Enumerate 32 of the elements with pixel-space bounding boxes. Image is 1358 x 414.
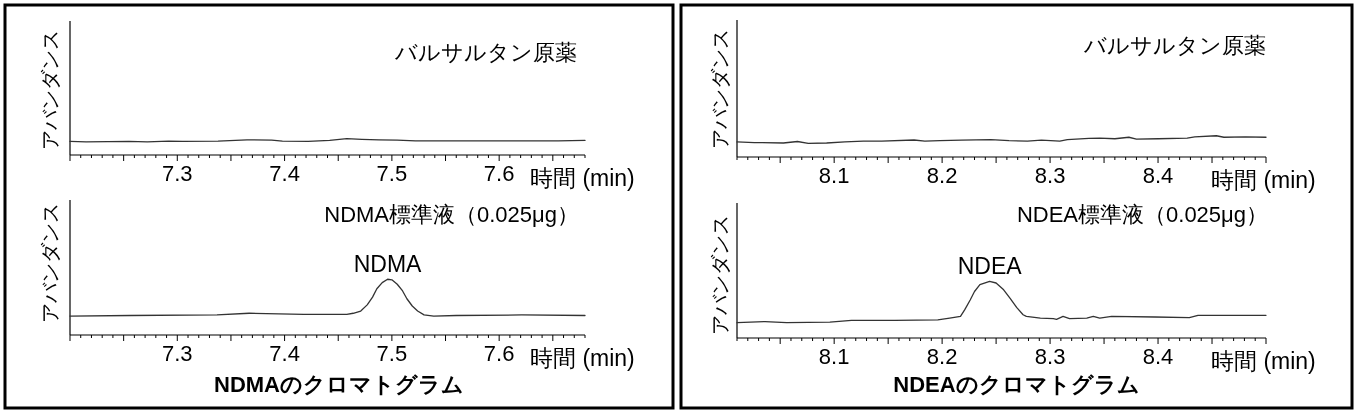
text: NDMAのクロマトグラム xyxy=(214,372,464,397)
y-axis-title: アバンダンス xyxy=(39,30,61,150)
y-axis-title: アバンダンス xyxy=(39,203,61,323)
x-tick-label: 7.6 xyxy=(483,341,515,366)
x-tick-label: 8.4 xyxy=(1142,163,1174,188)
chart-title: NDMA標準液（0.025μg） xyxy=(324,202,579,227)
x-tick-label: 8.3 xyxy=(1034,163,1066,188)
x-tick-label: 7.4 xyxy=(269,161,300,186)
x-tick-label: 8.3 xyxy=(1034,344,1066,369)
x-tick-label: 7.6 xyxy=(483,161,515,186)
y-axis-title: アバンダンス xyxy=(709,215,731,335)
x-tick-label: 8.2 xyxy=(926,163,958,188)
x-tick-label: 8.2 xyxy=(926,344,958,369)
x-axis-title: 時間 (min) xyxy=(530,165,635,191)
x-tick-label: 7.5 xyxy=(376,341,408,366)
x-axis-title: 時間 (min) xyxy=(1211,167,1316,193)
x-tick-label: 8.1 xyxy=(818,344,850,369)
x-tick-label: 8.1 xyxy=(818,163,850,188)
chart-title: バルサルタン原薬 xyxy=(394,40,577,65)
x-tick-label: 7.4 xyxy=(269,341,300,366)
x-tick-label: 8.4 xyxy=(1142,344,1174,369)
x-tick-label: 7.5 xyxy=(376,161,408,186)
chart-title: バルサルタン原薬 xyxy=(1083,33,1266,58)
x-axis-title: 時間 (min) xyxy=(530,345,635,371)
annotation: NDEA xyxy=(957,253,1023,280)
annotation: NDMA xyxy=(353,251,423,278)
text: NDEAのクロマトグラム xyxy=(893,372,1140,397)
x-axis-title: 時間 (min) xyxy=(1211,348,1316,374)
x-tick-label: 7.3 xyxy=(161,161,193,186)
chart-title: NDEA標準液（0.025μg） xyxy=(1016,202,1268,227)
x-tick-label: 7.3 xyxy=(161,341,193,366)
y-axis-title: アバンダンス xyxy=(709,29,731,149)
